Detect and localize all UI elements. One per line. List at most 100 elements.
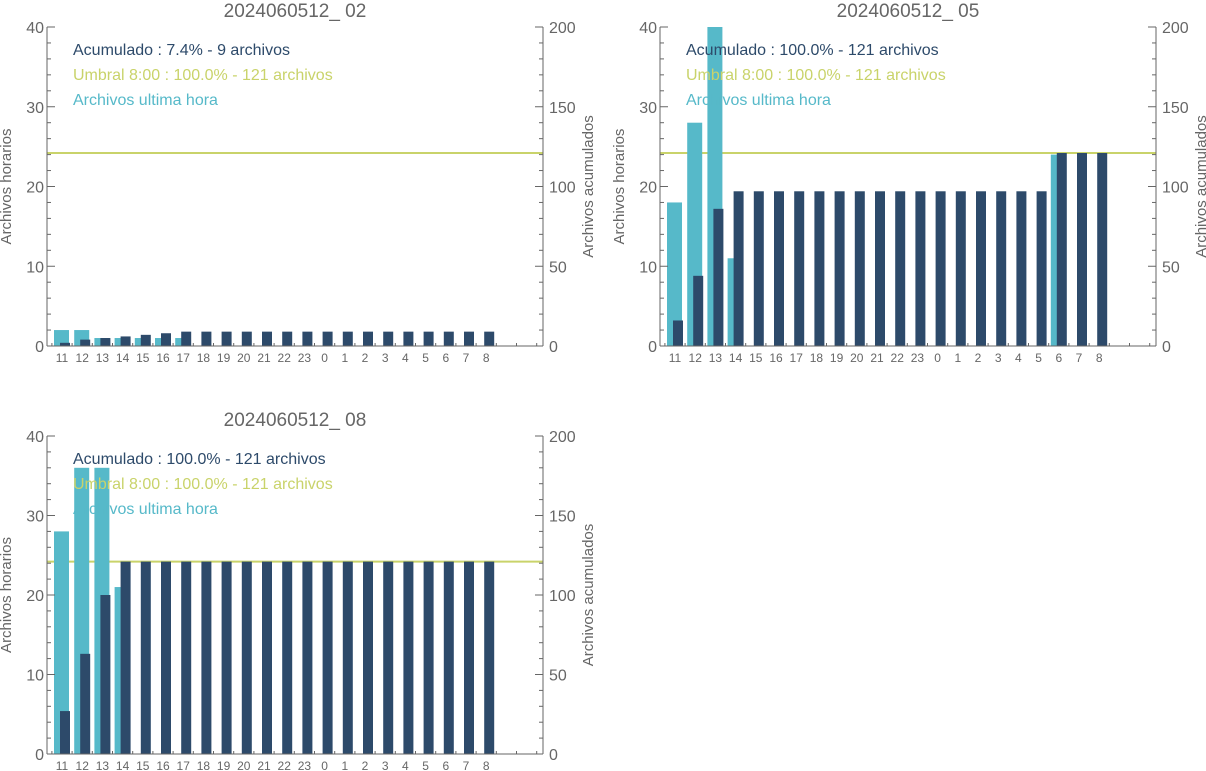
- x-tick-label: 22: [891, 351, 905, 365]
- cumulative-bar: [302, 561, 313, 754]
- legend-hourly: Archivos ultima hora: [73, 92, 218, 109]
- cumulative-bar: [221, 331, 232, 346]
- y2-tick-label: 50: [549, 668, 567, 685]
- y-tick-label: 30: [26, 509, 44, 526]
- x-tick-label: 17: [790, 351, 804, 365]
- x-tick-label: 22: [278, 759, 292, 771]
- x-tick-label: 13: [709, 351, 723, 365]
- cumulative-bar: [996, 191, 1007, 346]
- cumulative-bar: [1077, 153, 1087, 346]
- y-axis-label: Archivos horarios: [0, 129, 15, 245]
- chart-title: 2024060512_ 02: [224, 1, 367, 22]
- x-tick-label: 4: [402, 759, 409, 771]
- cumulative-bar: [342, 331, 353, 346]
- cumulative-bar: [443, 331, 454, 346]
- y-tick-label: 20: [26, 588, 44, 605]
- y-axis-label: Archivos horarios: [0, 537, 15, 653]
- cumulative-bar: [955, 191, 966, 346]
- x-tick-label: 17: [177, 759, 191, 771]
- cumulative-bar: [262, 331, 272, 346]
- cumulative-bar: [774, 191, 784, 346]
- x-tick-label: 14: [116, 759, 130, 771]
- y2-tick-label: 50: [1162, 259, 1180, 276]
- y2-tick-label: 150: [549, 100, 576, 117]
- cumulative-bar: [403, 331, 414, 346]
- x-tick-label: 23: [298, 351, 312, 365]
- x-tick-label: 20: [237, 759, 251, 771]
- x-tick-label: 12: [76, 759, 90, 771]
- cumulative-bar: [794, 191, 805, 346]
- cumulative-bar: [713, 208, 724, 346]
- cumulative-bar: [834, 191, 845, 346]
- y-tick-label: 30: [26, 100, 44, 117]
- x-tick-label: 22: [278, 351, 292, 365]
- legend-threshold: Umbral 8:00 : 100.0% - 121 archivos: [686, 67, 946, 84]
- legend-threshold: Umbral 8:00 : 100.0% - 121 archivos: [73, 67, 333, 84]
- x-tick-label: 13: [96, 759, 110, 771]
- y2-tick-label: 0: [549, 747, 558, 764]
- cumulative-bar: [140, 561, 151, 754]
- x-tick-label: 19: [217, 351, 231, 365]
- cumulative-bar: [201, 561, 212, 754]
- legend-cumulative: Acumulado : 100.0% - 121 archivos: [686, 42, 939, 59]
- x-tick-label: 17: [177, 351, 191, 365]
- cumulative-bar: [814, 191, 825, 346]
- x-tick-label: 5: [422, 351, 429, 365]
- cumulative-bar: [342, 561, 353, 754]
- cumulative-bar: [100, 338, 111, 346]
- x-tick-label: 16: [156, 351, 170, 365]
- cumulative-bar: [120, 336, 131, 346]
- x-tick-label: 8: [483, 759, 490, 771]
- x-tick-label: 15: [749, 351, 763, 365]
- cumulative-bar: [1097, 153, 1108, 346]
- x-tick-label: 3: [382, 351, 389, 365]
- y-tick-label: 0: [35, 747, 44, 764]
- cumulative-bar: [1016, 191, 1027, 346]
- cumulative-bar: [1056, 153, 1067, 346]
- cumulative-bar: [403, 561, 414, 754]
- cumulative-bar: [693, 275, 704, 346]
- x-tick-label: 14: [116, 351, 130, 365]
- x-tick-label: 18: [197, 351, 211, 365]
- x-tick-label: 12: [689, 351, 703, 365]
- x-tick-label: 12: [76, 351, 90, 365]
- cumulative-bar: [464, 331, 474, 346]
- cumulative-bar: [100, 595, 111, 754]
- y2-tick-label: 100: [549, 180, 576, 197]
- x-tick-label: 13: [96, 351, 110, 365]
- y2-tick-label: 100: [549, 588, 576, 605]
- x-tick-label: 19: [830, 351, 844, 365]
- cumulative-bar: [302, 331, 313, 346]
- cumulative-bar: [976, 191, 986, 346]
- x-tick-label: 11: [56, 759, 69, 771]
- cumulative-bar: [673, 320, 683, 346]
- cumulative-bar: [1036, 191, 1047, 346]
- x-tick-label: 2: [975, 351, 982, 365]
- x-tick-label: 18: [810, 351, 824, 365]
- cumulative-bar: [181, 561, 192, 754]
- y-tick-label: 20: [26, 180, 44, 197]
- x-tick-label: 1: [954, 351, 961, 365]
- y-axis-label: Archivos horarios: [611, 129, 628, 245]
- x-tick-label: 5: [422, 759, 429, 771]
- x-tick-label: 21: [257, 351, 271, 365]
- legend-hourly: Archivos ultima hora: [686, 92, 831, 109]
- x-tick-label: 15: [136, 351, 150, 365]
- x-tick-label: 21: [870, 351, 884, 365]
- hourly-bar: [667, 202, 682, 346]
- cumulative-bar: [181, 331, 192, 346]
- y2-tick-label: 200: [549, 429, 576, 446]
- x-tick-label: 6: [1055, 351, 1062, 365]
- x-tick-label: 23: [298, 759, 312, 771]
- chart-title: 2024060512_ 05: [837, 1, 980, 22]
- cumulative-bar: [161, 561, 171, 754]
- cumulative-bar: [895, 191, 906, 346]
- x-tick-label: 20: [850, 351, 864, 365]
- legend-threshold: Umbral 8:00 : 100.0% - 121 archivos: [73, 476, 333, 493]
- x-tick-label: 20: [237, 351, 251, 365]
- x-tick-label: 2: [362, 351, 369, 365]
- cumulative-bar: [221, 561, 232, 754]
- cumulative-bar: [464, 561, 474, 754]
